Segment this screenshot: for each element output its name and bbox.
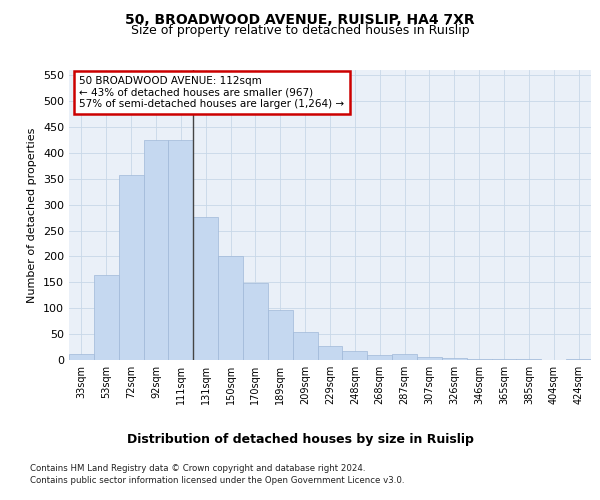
Text: Contains HM Land Registry data © Crown copyright and database right 2024.: Contains HM Land Registry data © Crown c… <box>30 464 365 473</box>
Text: 50, BROADWOOD AVENUE, RUISLIP, HA4 7XR: 50, BROADWOOD AVENUE, RUISLIP, HA4 7XR <box>125 12 475 26</box>
Text: Size of property relative to detached houses in Ruislip: Size of property relative to detached ho… <box>131 24 469 37</box>
Text: Distribution of detached houses by size in Ruislip: Distribution of detached houses by size … <box>127 432 473 446</box>
Text: Contains public sector information licensed under the Open Government Licence v3: Contains public sector information licen… <box>30 476 404 485</box>
Bar <box>367 355 392 360</box>
Bar <box>243 284 268 360</box>
Text: 50 BROADWOOD AVENUE: 112sqm
← 43% of detached houses are smaller (967)
57% of se: 50 BROADWOOD AVENUE: 112sqm ← 43% of det… <box>79 76 344 109</box>
Bar <box>143 140 169 360</box>
Bar <box>193 216 218 360</box>
Bar <box>343 350 367 360</box>
Bar <box>317 346 343 360</box>
Bar <box>417 358 442 360</box>
Bar <box>119 175 143 360</box>
Bar <box>442 358 467 360</box>
Bar <box>293 332 317 360</box>
Bar <box>94 274 119 360</box>
Bar <box>169 140 193 360</box>
Bar <box>392 354 417 360</box>
Bar <box>218 256 243 360</box>
Bar <box>69 354 94 360</box>
Y-axis label: Number of detached properties: Number of detached properties <box>28 128 37 302</box>
Bar <box>268 310 293 360</box>
